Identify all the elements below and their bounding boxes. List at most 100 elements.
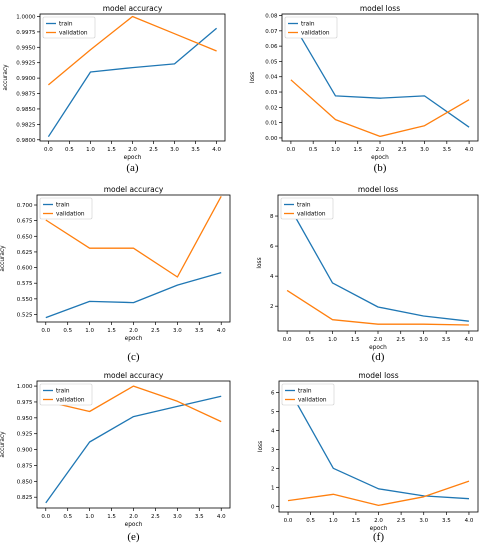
y-tick-label: 2 [271, 466, 275, 472]
y-tick-label: 0.975 [17, 400, 33, 406]
y-tick-label: 0.9975 [16, 30, 36, 36]
x-tick-label: 1.0 [85, 328, 94, 334]
x-tick-label: 2.5 [149, 147, 158, 153]
x-tick-label: 0.0 [283, 337, 292, 343]
series-line-validation [290, 79, 470, 138]
x-tick-label: 0.5 [65, 147, 74, 153]
x-tick-label: 1.5 [351, 337, 360, 343]
y-tick-label: 3 [271, 447, 275, 453]
legend-label: validation [298, 398, 327, 404]
y-axis-label: loss [258, 441, 264, 452]
legend-label: train [297, 203, 311, 209]
x-tick-label: 3.5 [195, 328, 204, 334]
y-tick-label: 0.875 [17, 463, 33, 469]
y-tick-label: 8 [270, 214, 274, 220]
chart-title: model loss [358, 371, 398, 380]
x-tick-label: 2.0 [128, 147, 137, 153]
x-tick-label: 2.0 [129, 514, 138, 520]
panel-label: (c) [127, 351, 140, 363]
y-tick-label: 0.625 [17, 250, 33, 256]
series-line-train [287, 387, 470, 500]
x-tick-label: 1.0 [86, 147, 95, 153]
x-tick-label: 4.0 [465, 518, 474, 524]
x-tick-label: 2.5 [151, 328, 160, 334]
x-tick-label: 0.5 [306, 518, 315, 524]
x-tick-label: 2.0 [129, 328, 138, 334]
legend-label: validation [56, 212, 85, 218]
series-line-train [45, 395, 222, 504]
legend-label: train [56, 203, 70, 209]
y-tick-label: 5 [271, 409, 275, 415]
x-tick-label: 0.5 [63, 514, 72, 520]
x-tick-label: 1.5 [353, 147, 362, 153]
y-tick-label: 2 [270, 304, 274, 310]
y-axis-label: accuracy [0, 431, 6, 458]
chart-panel: model loss 0.0 0.5 1.0 1.5 2.0 2.5 3.0 3.5 4.0 epo… [257, 185, 479, 363]
chart-panel: model accuracy 0.0 0.5 1.0 1.5 2.0 2.5 3.0 3.5 4.… [0, 371, 231, 543]
y-tick-label: 4 [271, 428, 275, 434]
x-tick-label: 4.0 [465, 337, 474, 343]
x-tick-label: 1.0 [331, 147, 340, 153]
panel-label: (f) [373, 531, 384, 543]
legend-label: validation [59, 31, 88, 37]
x-tick-label: 4.0 [465, 147, 474, 153]
y-tick-label: 0.850 [17, 479, 33, 485]
chart-panel: model accuracy 0.0 0.5 1.0 1.5 2.0 2.5 3.0 3.5 4.… [3, 4, 226, 174]
x-axis-label: epoch [371, 155, 389, 161]
y-tick-label: 1.0000 [16, 14, 36, 20]
series-line-train [286, 202, 469, 322]
x-tick-label: 0.0 [41, 328, 50, 334]
y-tick-label: 1.000 [17, 384, 33, 390]
y-tick-label: 0.9825 [16, 122, 36, 128]
y-tick-label: 0.525 [17, 312, 33, 318]
legend-label: validation [56, 398, 85, 404]
x-axis-label: epoch [124, 155, 142, 161]
series-line-validation [287, 480, 470, 507]
chart-title: model loss [360, 4, 400, 13]
y-tick-label: 0.00 [265, 136, 278, 142]
x-tick-label: 3.5 [191, 147, 200, 153]
x-tick-label: 3.0 [173, 328, 182, 334]
series-line-validation [45, 195, 222, 278]
legend-label: train [59, 22, 73, 28]
y-tick-label: 0.9850 [16, 107, 36, 113]
series-line-validation [47, 15, 217, 86]
x-tick-label: 3.5 [195, 514, 204, 520]
x-axis-label: epoch [125, 336, 143, 342]
x-tick-label: 2.5 [151, 514, 160, 520]
x-tick-label: 4.0 [217, 514, 226, 520]
x-tick-label: 0.5 [309, 147, 318, 153]
legend-label: train [298, 389, 312, 395]
y-axis-label: accuracy [3, 64, 9, 91]
y-tick-label: 0.9925 [16, 61, 36, 67]
series-line-validation [286, 289, 469, 326]
x-tick-label: 1.5 [352, 518, 361, 524]
y-tick-label: 0 [271, 504, 275, 510]
y-tick-label: 6 [271, 390, 275, 396]
panel-label: (b) [374, 162, 387, 174]
series-line-validation [45, 385, 222, 423]
x-tick-label: 3.0 [419, 518, 428, 524]
chart-panel: model accuracy 0.0 0.5 1.0 1.5 2.0 2.5 3.0 3.5 4.… [0, 185, 231, 363]
x-tick-label: 1.0 [329, 518, 338, 524]
x-axis-label: epoch [370, 526, 388, 532]
x-tick-label: 3.0 [420, 147, 429, 153]
y-tick-label: 0.925 [17, 432, 33, 438]
x-tick-label: 2.5 [397, 518, 406, 524]
series-line-train [45, 271, 222, 319]
x-tick-label: 2.5 [398, 147, 407, 153]
x-axis-label: epoch [125, 522, 143, 528]
y-tick-label: 0.02 [265, 105, 277, 111]
y-tick-label: 0.650 [17, 234, 33, 240]
y-tick-label: 0.600 [17, 266, 33, 272]
y-tick-label: 0.03 [265, 90, 278, 96]
chart-title: model accuracy [104, 185, 164, 194]
y-axis-label: loss [257, 257, 263, 268]
y-axis-label: accuracy [0, 245, 6, 272]
chart-panel: model loss 0.0 0.5 1.0 1.5 2.0 2.5 3.0 3.5 4.0 epo… [258, 371, 479, 543]
x-axis-label: epoch [369, 345, 387, 351]
x-tick-label: 0.0 [287, 147, 296, 153]
x-tick-label: 0.0 [44, 147, 53, 153]
panel-label: (d) [372, 351, 385, 363]
